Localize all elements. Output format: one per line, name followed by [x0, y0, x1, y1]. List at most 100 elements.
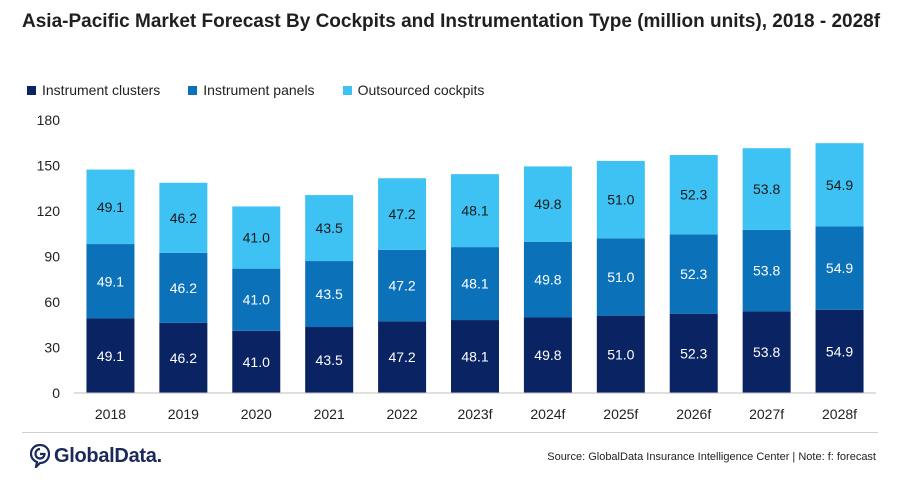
bar-segment-3: [742, 148, 791, 230]
bar-segment-3: [378, 178, 427, 250]
data-label: 53.8: [753, 181, 780, 197]
data-label: 43.5: [316, 286, 343, 302]
bar-segment-3: [596, 160, 645, 239]
x-tick-label: 2019: [168, 406, 199, 422]
data-label: 48.1: [461, 276, 488, 292]
bar-segment-1: [86, 318, 135, 393]
data-label: 43.5: [316, 352, 343, 368]
bar-segment-2: [742, 229, 791, 312]
data-label: 46.2: [170, 350, 197, 366]
data-label: 47.2: [388, 349, 415, 365]
legend-swatch: [342, 85, 352, 95]
chart-legend: Instrument clusters Instrument panels Outs…: [27, 80, 512, 100]
data-label: 49.1: [97, 199, 124, 215]
bar-segment-3: [86, 169, 135, 245]
data-label: 41.0: [243, 292, 270, 308]
bar-segment-2: [232, 268, 281, 331]
data-label: 49.8: [534, 272, 561, 288]
data-label: 53.8: [753, 344, 780, 360]
bar-segment-3: [451, 174, 499, 248]
bar-segment-3: [669, 155, 718, 235]
x-tick-label: 2021: [314, 406, 345, 422]
bar-segment-2: [305, 261, 354, 328]
x-tick-label: 2028f: [822, 406, 857, 422]
legend-item-1: Instrument clusters: [27, 82, 160, 98]
legend-label: Outsourced cockpits: [357, 82, 485, 98]
bar-segment-3: [815, 143, 864, 227]
data-label: 49.1: [97, 348, 124, 364]
bar-segment-3: [159, 182, 208, 253]
data-label: 53.8: [753, 263, 780, 279]
x-tick-label: 2025f: [603, 406, 638, 422]
y-tick-label: 90: [44, 249, 60, 265]
data-label: 49.1: [97, 273, 124, 289]
globaldata-logo-icon: [30, 444, 50, 468]
data-label: 46.2: [170, 280, 197, 296]
y-tick-label: 0: [52, 385, 60, 401]
bar-segment-1: [596, 315, 645, 393]
legend-swatch: [188, 85, 198, 95]
bar-segment-3: [523, 166, 572, 242]
logo-text: GlobalData.: [54, 444, 162, 467]
data-label: 47.2: [388, 278, 415, 294]
bar-segment-2: [669, 234, 718, 314]
globaldata-logo: GlobalData.: [30, 444, 162, 468]
data-label: 46.2: [170, 210, 197, 226]
data-label: 41.0: [243, 354, 270, 370]
data-label: 48.1: [461, 349, 488, 365]
data-label: 41.0: [243, 230, 270, 246]
stacked-bar-chart: 0 30 60 90 120 150 180 49.1 49.1 49.1 2018 46.2 46.2…: [37, 112, 876, 422]
bar-segment-1: [378, 321, 427, 393]
data-label: 52.3: [680, 187, 707, 203]
legend-swatch: [27, 85, 36, 95]
bar-segment-2: [159, 252, 208, 323]
y-tick-label: 30: [44, 340, 60, 356]
x-tick-label: 2023f: [457, 406, 492, 422]
legend-label: Instrument clusters: [42, 82, 161, 98]
data-label: 48.1: [461, 203, 488, 219]
y-tick-label: 60: [44, 294, 60, 310]
data-label: 52.3: [680, 266, 707, 282]
x-tick-label: 2027f: [749, 406, 784, 422]
bar-segment-1: [305, 327, 354, 393]
data-label: 47.2: [388, 206, 415, 222]
y-tick-label: 180: [37, 112, 61, 128]
data-label: 49.8: [534, 196, 561, 212]
data-label: 51.0: [607, 346, 634, 362]
chart-title: Asia-Pacific Market Forecast By Cockpits…: [22, 11, 881, 32]
bar-segment-1: [232, 330, 281, 393]
data-label: 54.9: [826, 343, 853, 359]
bar-segment-3: [232, 206, 281, 269]
x-tick-label: 2018: [95, 406, 126, 422]
data-label: 51.0: [607, 269, 634, 285]
bar-segment-1: [742, 311, 791, 393]
bar-segment-3: [305, 195, 354, 262]
data-label: 43.5: [316, 220, 343, 236]
bar-segment-1: [815, 309, 864, 393]
bar-segment-2: [86, 244, 135, 319]
bar-segment-1: [669, 313, 718, 393]
bar-segment-2: [596, 238, 645, 316]
source-note: Source: GlobalData Insurance Intelligenc…: [547, 451, 876, 463]
bar-segment-1: [523, 317, 572, 393]
data-label: 51.0: [607, 192, 634, 208]
legend-item-3: Outsourced cockpits: [342, 82, 485, 98]
bar-segment-2: [523, 241, 572, 318]
data-label: 54.9: [826, 177, 853, 193]
legend-item-2: Instrument panels: [188, 82, 315, 98]
bar-segment-1: [159, 322, 208, 393]
y-tick-label: 150: [37, 158, 61, 174]
x-tick-label: 2022: [387, 406, 418, 422]
legend-label: Instrument panels: [203, 82, 315, 98]
bar-segment-2: [378, 249, 427, 322]
bar-segment-2: [815, 226, 864, 310]
bar-segment-1: [451, 320, 499, 393]
x-tick-label: 2020: [241, 406, 272, 422]
data-label: 49.8: [534, 347, 561, 363]
x-tick-label: 2026f: [676, 406, 711, 422]
bar-segment-2: [451, 247, 499, 321]
footer-divider: [22, 432, 878, 433]
data-label: 52.3: [680, 345, 707, 361]
y-tick-label: 120: [37, 203, 61, 219]
data-label: 54.9: [826, 260, 853, 276]
